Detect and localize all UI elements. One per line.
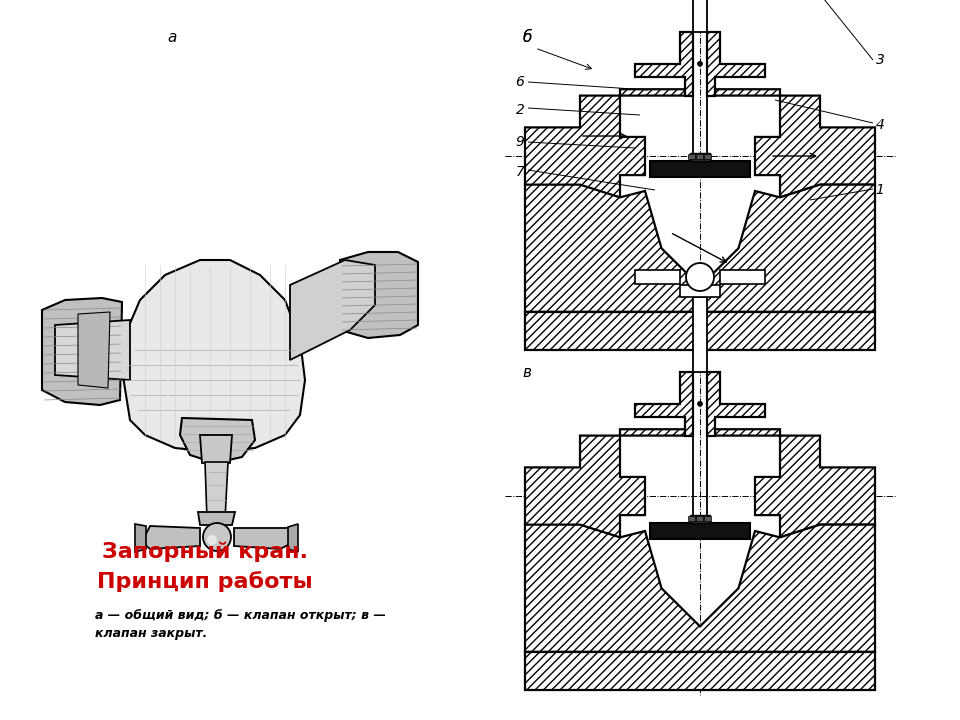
Text: 2: 2 [516,103,524,117]
Polygon shape [635,270,680,284]
Polygon shape [650,523,750,539]
Polygon shape [340,252,418,338]
Polygon shape [525,89,685,197]
Text: 4: 4 [876,118,884,132]
Polygon shape [704,154,711,159]
Polygon shape [696,154,703,159]
Polygon shape [635,372,693,436]
Text: 1: 1 [876,183,884,197]
Polygon shape [142,526,200,549]
Polygon shape [690,515,710,523]
Polygon shape [720,270,765,284]
Polygon shape [688,154,695,159]
Polygon shape [180,418,255,463]
Polygon shape [715,89,875,197]
Polygon shape [525,312,875,350]
Polygon shape [288,524,298,552]
Text: б: б [522,30,532,45]
Polygon shape [205,462,228,520]
Polygon shape [525,525,875,652]
Polygon shape [680,285,720,297]
Text: 3: 3 [876,53,884,67]
Polygon shape [635,32,693,96]
Polygon shape [42,298,122,405]
Polygon shape [693,0,707,32]
Polygon shape [696,516,703,521]
Polygon shape [78,312,110,388]
Polygon shape [234,528,290,549]
Text: 7: 7 [516,165,524,179]
Circle shape [698,61,703,66]
Polygon shape [135,524,146,552]
Polygon shape [688,516,695,521]
Text: б: б [522,30,532,45]
Polygon shape [693,297,707,372]
Text: Запорный кран.: Запорный кран. [102,541,308,562]
Polygon shape [715,429,875,537]
Polygon shape [690,153,710,161]
Circle shape [686,263,714,291]
Text: 6: 6 [516,75,524,89]
Circle shape [698,401,703,406]
Polygon shape [650,161,750,176]
Polygon shape [55,320,130,380]
Polygon shape [525,184,875,312]
Text: Принцип работы: Принцип работы [97,572,313,593]
Text: а — общий вид; б — клапан открыт; в —
клапан закрыт.: а — общий вид; б — клапан открыт; в — кл… [95,610,386,641]
Polygon shape [525,429,685,537]
Polygon shape [122,260,305,452]
Polygon shape [704,516,711,521]
Circle shape [207,535,217,545]
Polygon shape [525,652,875,690]
Text: а: а [167,30,177,45]
Text: 9: 9 [516,135,524,149]
Polygon shape [707,372,765,436]
Circle shape [203,523,231,551]
Polygon shape [707,32,765,96]
Polygon shape [200,435,232,463]
Polygon shape [198,512,235,525]
Text: в: в [522,364,532,379]
Polygon shape [290,260,375,360]
